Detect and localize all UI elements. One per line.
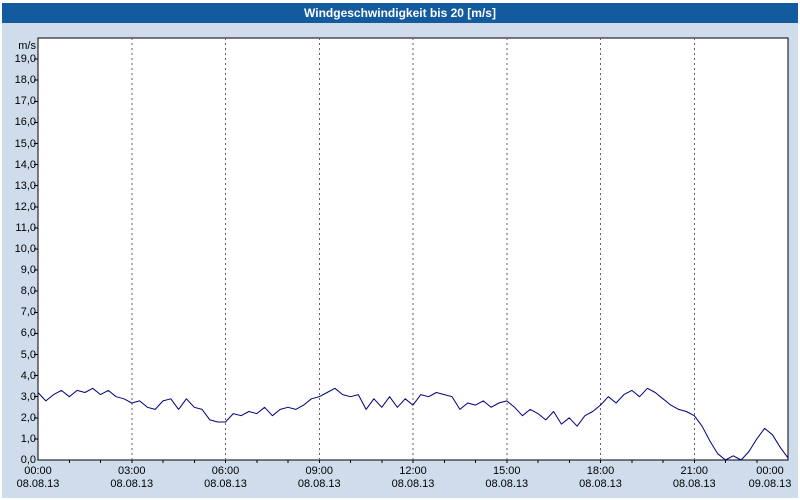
x-axis-date-label: 08.08.13 [485,478,529,490]
chart-title: Windgeschwindigkeit bis 20 [m/s] [304,6,496,20]
x-axis-time-label: 00:00 [24,465,52,477]
y-axis-tick-label: 11,0 [15,221,36,234]
x-axis-time-label: 06:00 [211,465,240,477]
x-axis-date-label: 08.08.13 [672,478,716,490]
chart-canvas [34,37,789,463]
y-axis-unit-label: m/s [18,40,36,52]
y-axis-tick-label: 5,0 [20,348,36,361]
x-axis-time-label: 18:00 [586,465,615,477]
x-axis-date-label: 08.08.13 [110,478,154,490]
y-axis-tick-label: 0,0 [20,454,36,466]
chart-title-bar: Windgeschwindigkeit bis 20 [m/s] [2,3,798,23]
x-axis-date-label: 08.08.13 [297,478,341,490]
x-axis-date-label: 08.08.13 [579,478,622,490]
y-axis-tick-label: 14,0 [14,158,36,171]
x-axis-date-label: 08.08.13 [204,478,247,490]
y-axis-tick-label: 3,0 [20,390,36,403]
x-axis-time-label: 12:00 [399,465,427,477]
chart-area: m/s 0,0 1,0 2,0 3,0 4,0 5,0 6,0 7,0 8,0 9,0 10,0 11,… [2,23,798,498]
x-axis-date-label: 08.08.13 [391,478,435,490]
x-axis-time-label: 09:00 [305,465,334,477]
x-axis-time-label: 03:00 [117,465,146,477]
y-axis-tick-label: 18,0 [14,74,36,87]
y-axis-tick-label: 16,0 [14,116,36,129]
y-axis-tick-label: 2,0 [20,411,36,424]
x-axis-date-label: 09.08.13 [748,478,792,490]
y-axis-tick-label: 6,0 [20,327,36,340]
y-axis-tick-label: 19,0 [14,53,36,66]
x-axis-date-label: 08.08.13 [16,478,60,490]
x-axis-time-label: 21:00 [680,465,709,477]
y-axis-tick-label: 17,0 [14,95,36,108]
x-axis-time-label: 00:00 [756,465,784,477]
y-axis-tick-label: 1,0 [20,432,36,445]
y-axis-tick-label: 8,0 [20,285,36,298]
y-axis-tick-label: 4,0 [20,369,36,382]
y-axis-tick-label: 10,0 [14,243,36,255]
y-axis-tick-label: 7,0 [20,306,36,319]
x-axis-time-label: 15:00 [492,465,521,477]
y-axis-tick-label: 13,0 [14,179,36,192]
y-axis-tick-label: 9,0 [20,264,36,277]
wind-speed-line [37,387,789,461]
y-axis-tick-label: 15,0 [14,137,36,150]
y-axis-tick-label: 12,0 [14,200,36,213]
